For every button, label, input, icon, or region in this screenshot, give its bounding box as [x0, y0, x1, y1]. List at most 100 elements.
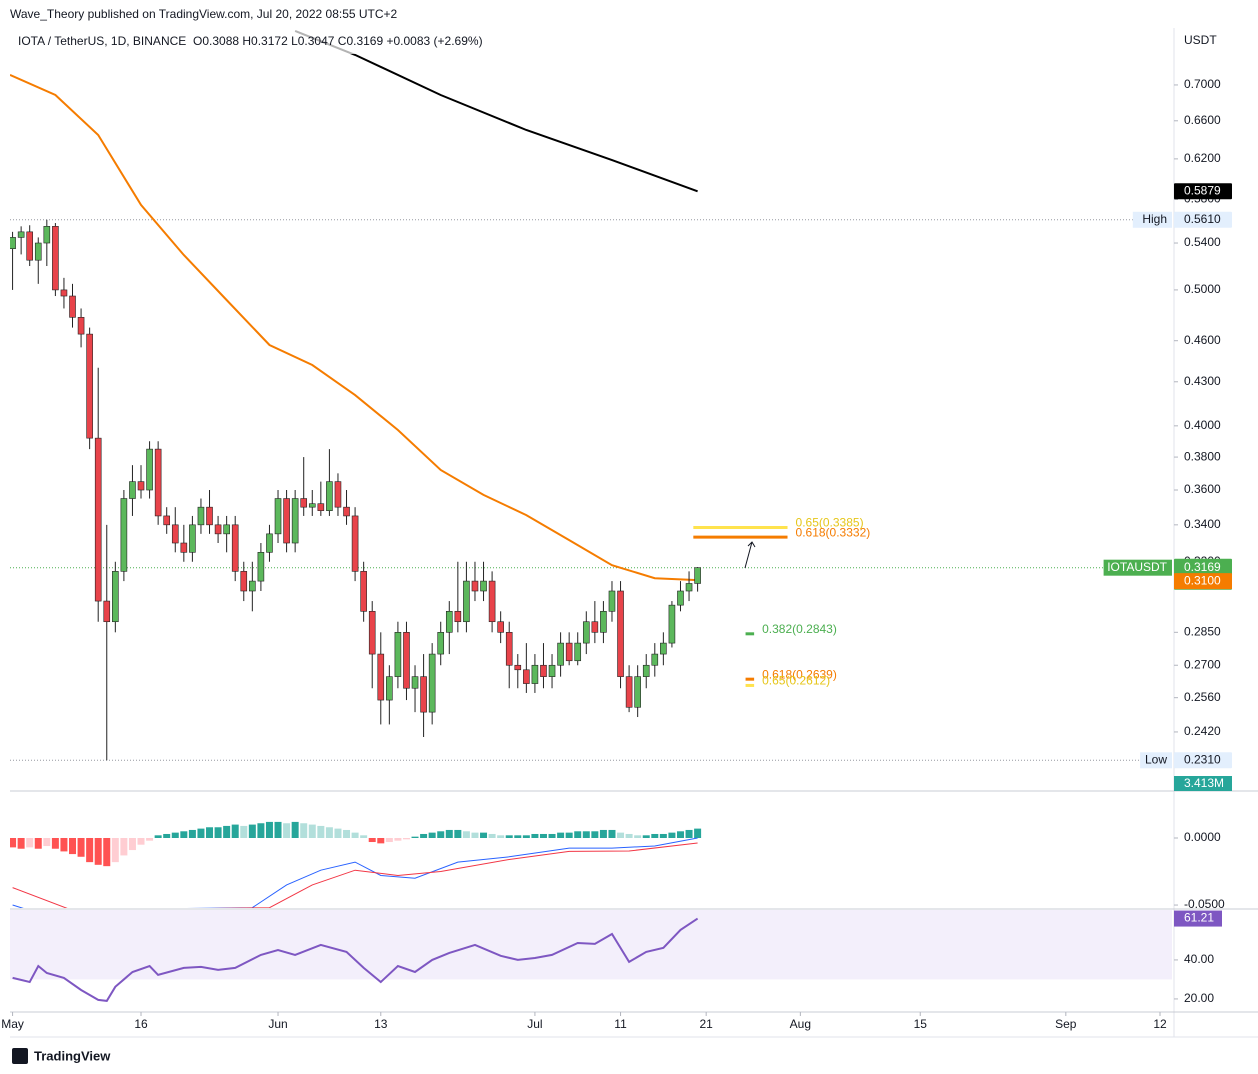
macd-bar: [360, 835, 368, 838]
macd-bar: [411, 836, 419, 838]
macd-bar: [531, 833, 539, 838]
macd-bar: [368, 837, 376, 843]
macd-bar: [505, 835, 513, 838]
candle-body: [403, 632, 410, 689]
macd-bar: [248, 824, 256, 838]
y-tick-label: 0.5400: [1184, 235, 1221, 249]
price-label: 0.2310: [1184, 752, 1221, 766]
macd-bar: [274, 821, 282, 838]
macd-bar: [317, 825, 325, 838]
rsi-label-box: [1174, 910, 1222, 927]
candle-body: [137, 481, 145, 491]
x-tick-label: 15: [914, 1017, 928, 1031]
macd-bar: [694, 828, 702, 838]
macd-bar: [265, 821, 273, 838]
price-label: 0.5879: [1184, 183, 1221, 197]
macd-bar: [488, 833, 496, 838]
y-tick-label: 0.4600: [1184, 333, 1221, 347]
x-tick-label: Jun: [268, 1017, 287, 1031]
macd-pane: [10, 821, 702, 908]
macd-bar: [539, 833, 547, 838]
candle-body: [685, 583, 693, 592]
macd-bar: [445, 829, 453, 838]
macd-bar: [651, 833, 659, 838]
price-pane: 0.65(0.3385)0.618(0.3332) 0.382(0.2843) 0.…: [10, 29, 1172, 761]
macd-bar: [497, 835, 505, 838]
macd-bar: [548, 833, 556, 838]
price-label-box: [1174, 752, 1232, 769]
y-tick-label: 0.2700: [1184, 657, 1221, 671]
candle-body: [368, 611, 376, 655]
candle-body: [454, 611, 462, 623]
y-tick-label: 20.00: [1184, 991, 1214, 1005]
candle-body: [189, 524, 196, 553]
candle-body: [437, 632, 445, 655]
x-tick-label: 11: [614, 1017, 627, 1031]
y-tick-label: 0.2560: [1184, 690, 1221, 704]
macd-bar: [617, 832, 625, 838]
y-tick-label: 0.4000: [1184, 418, 1221, 432]
macd-bar: [308, 824, 316, 838]
x-tick-label: May: [1, 1017, 24, 1031]
candle-body: [180, 542, 188, 553]
price-label-box: [1174, 183, 1232, 200]
price-tag: Low: [1145, 752, 1167, 766]
axes: 0.70000.66000.62000.58000.54000.50000.46…: [1, 77, 1232, 1031]
x-tick-label: 21: [699, 1017, 713, 1031]
macd-bar: [291, 821, 299, 838]
macd-bar: [343, 829, 351, 838]
candle-body: [463, 580, 470, 623]
x-tick-label: Aug: [790, 1017, 811, 1031]
candle-body: [694, 567, 701, 584]
candle-body: [394, 632, 402, 677]
candle-body: [129, 481, 136, 499]
candle-body: [214, 524, 222, 535]
candle-body: [223, 524, 230, 535]
candle-body: [351, 515, 359, 572]
macd-bar: [26, 837, 34, 848]
candle-body: [34, 242, 42, 261]
rsi-label: 61.21: [1184, 911, 1214, 925]
macd-bar: [223, 825, 231, 838]
candle-body: [317, 503, 325, 511]
y-tick-label: 0.3800: [1184, 449, 1221, 463]
macd-bar: [231, 824, 239, 838]
currency: USDT: [1184, 33, 1217, 47]
moving-average: [10, 73, 698, 582]
candle-body: [651, 653, 659, 666]
macd-bar: [128, 837, 136, 851]
macd-line: [12, 842, 698, 908]
candle-body: [343, 506, 350, 517]
macd-bar: [377, 837, 385, 844]
candle-body: [591, 621, 599, 633]
candle-body: [308, 503, 316, 508]
candle-body: [642, 664, 650, 677]
rsi-line: [12, 917, 699, 1002]
macd-bar: [351, 832, 359, 838]
candle-body: [660, 642, 667, 655]
macd-bar: [180, 831, 188, 838]
candle-body: [497, 621, 504, 633]
price-tag: High: [1142, 212, 1167, 226]
x-tick-label: 13: [374, 1017, 388, 1031]
macd-bar: [103, 837, 111, 867]
candle-body: [163, 515, 171, 526]
macd-bar: [480, 832, 488, 838]
volume-label: 3.413M: [1184, 776, 1224, 790]
macd-bar: [171, 832, 179, 838]
candle-body: [112, 571, 119, 623]
price-label-box: [1174, 573, 1232, 590]
candle-body: [171, 524, 179, 544]
price-tag-box: [1103, 559, 1172, 576]
candle-body: [514, 664, 522, 671]
candle-body: [17, 231, 25, 238]
macd-bar: [385, 837, 393, 843]
candle-body: [240, 571, 248, 592]
candle-body: [540, 664, 547, 677]
y-tick-label: -0.0500: [1184, 897, 1225, 911]
macd-bar: [402, 837, 410, 840]
macd-bar: [574, 831, 582, 838]
price-label-box: [1174, 211, 1232, 228]
macd-bar: [197, 828, 205, 838]
macd-bar: [43, 837, 51, 847]
